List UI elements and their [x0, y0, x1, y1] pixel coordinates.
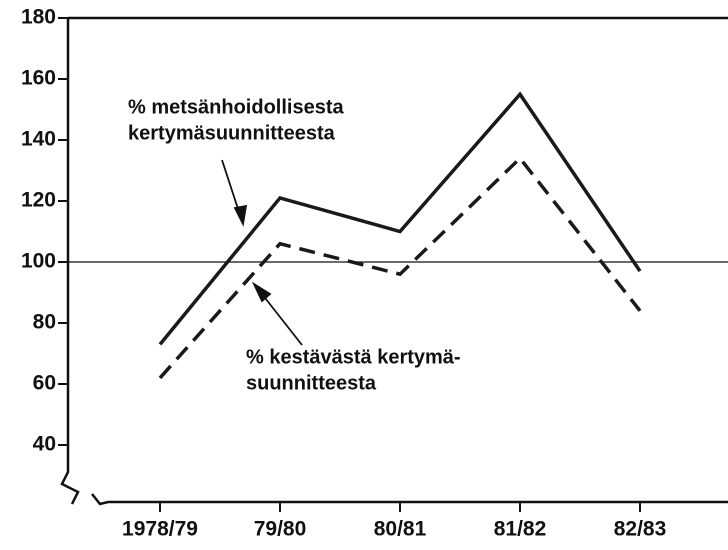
- annotation: suunnitteesta: [246, 372, 377, 394]
- annotation: % metsänhoidollisesta: [128, 96, 344, 118]
- y-tick-label: 120: [21, 189, 56, 212]
- y-axis: [60, 18, 80, 505]
- x-tick-label: 80/81: [374, 518, 427, 541]
- arrow-head: [251, 281, 272, 303]
- x-tick-label: 81/82: [494, 518, 547, 541]
- x-tick-label: 79/80: [254, 518, 307, 541]
- y-tick-label: 140: [21, 128, 56, 151]
- axis-frame: [60, 16, 728, 506]
- y-tick-label: 60: [33, 372, 56, 395]
- x-tick-label: 1978/79: [122, 518, 198, 541]
- y-tick-label: 80: [33, 311, 56, 334]
- arrow-head: [233, 204, 248, 227]
- y-tick-label: 180: [21, 6, 56, 29]
- arrows: [221, 159, 303, 346]
- series-line: [158, 91, 642, 346]
- y-tick-label: 160: [21, 67, 56, 90]
- series-line: [158, 155, 642, 380]
- x-axis: [91, 493, 728, 506]
- annotation: % kestävästä kertymä-: [246, 346, 461, 368]
- y-tick-label: 40: [33, 433, 56, 456]
- y-tick-label: 100: [21, 250, 56, 273]
- x-tick-label: 82/83: [614, 518, 667, 541]
- annotation: kertymäsuunnitteesta: [128, 122, 336, 144]
